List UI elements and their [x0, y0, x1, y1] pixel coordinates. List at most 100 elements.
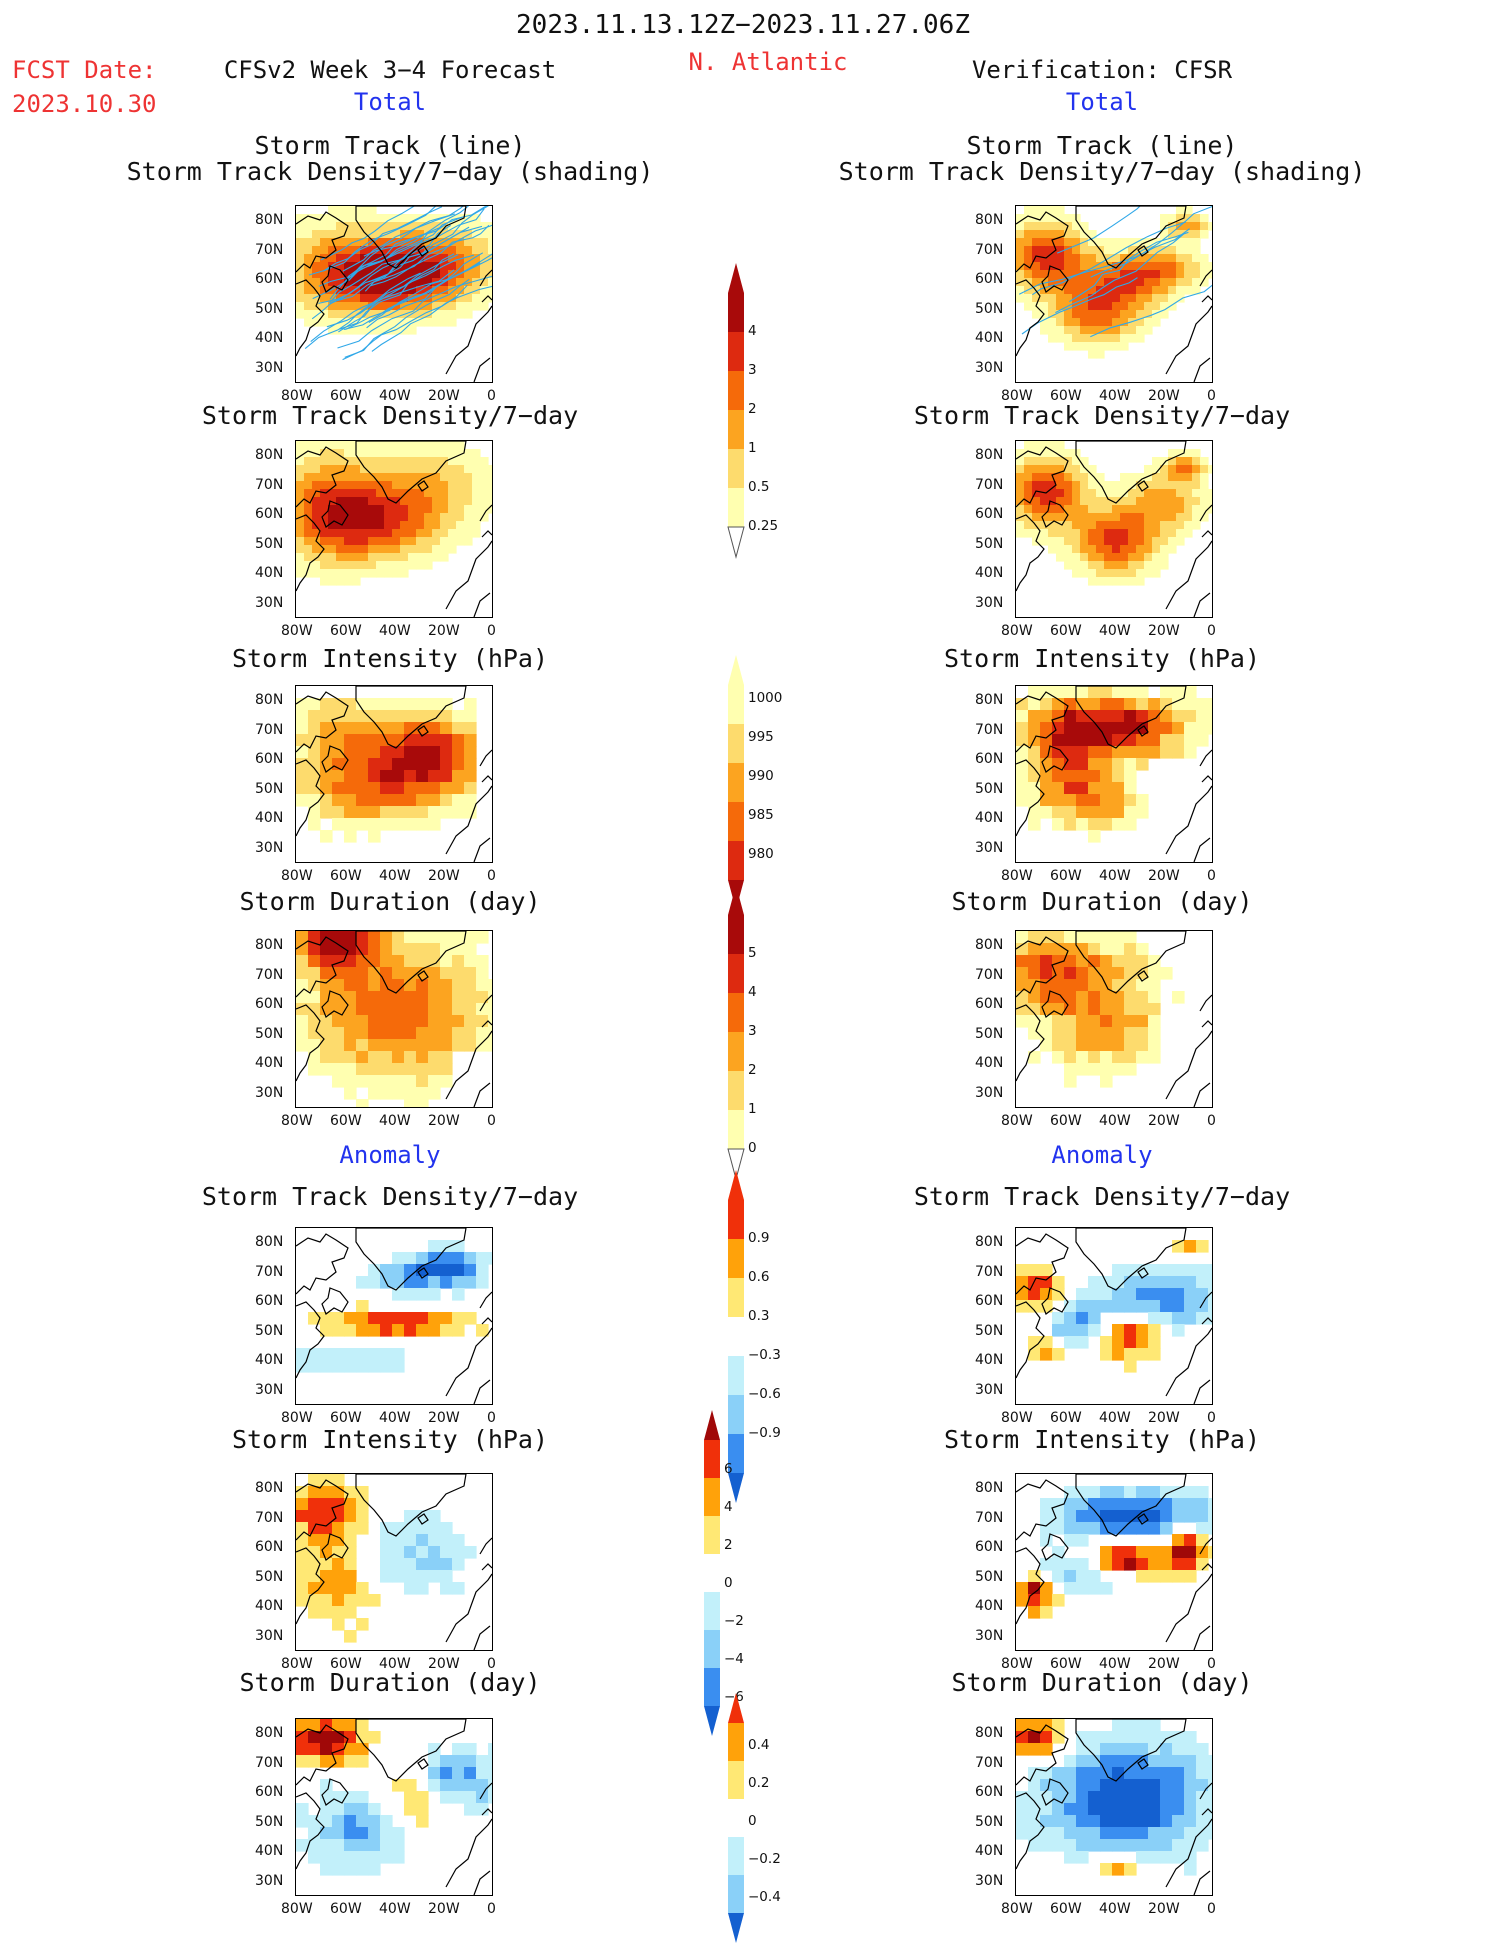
lat-tick-label: 60N: [975, 506, 1004, 522]
lat-tick-label: 80N: [975, 447, 1004, 463]
intensity-total-colorbar-label: 980: [748, 845, 774, 862]
lat-tick-label: 70N: [255, 241, 284, 258]
lat-tick-label: 50N: [255, 1568, 284, 1585]
lat-tick-label: 50N: [975, 1322, 1004, 1339]
left-density-panel-map: [296, 441, 492, 617]
lat-tick-label: 60N: [975, 1784, 1004, 1800]
intensity-anom-colorbar-label: −2: [724, 1613, 744, 1630]
lon-tick-label: 20W: [1148, 868, 1180, 884]
lat-tick-label: 80N: [975, 1480, 1004, 1496]
coastlines: [1016, 206, 1212, 382]
left-track-shading-title: Storm Track Density/7−day (shading): [126, 157, 654, 186]
shading-field: [296, 441, 492, 586]
lon-tick-label: 0: [487, 623, 496, 639]
right-anom-intensity-panel: [1015, 1473, 1213, 1651]
shading-field: [296, 931, 492, 1107]
lon-tick-label: 20W: [428, 623, 460, 639]
left-anom-duration-title: Storm Duration (day): [239, 1668, 541, 1697]
intensity-total-colorbar-label: 1000: [748, 689, 783, 706]
density-anom-colorbar-label: −0.9: [748, 1425, 781, 1441]
shading-field: [296, 698, 477, 843]
lon-tick-label: 80W: [281, 868, 313, 884]
lon-tick-label: 0: [1207, 1656, 1216, 1672]
intensity-total-colorbar-label: 990: [748, 767, 774, 784]
left-duration-title: Storm Duration (day): [239, 887, 541, 916]
lat-tick-label: 80N: [975, 1725, 1004, 1741]
intensity-anom-colorbar-label: −4: [724, 1651, 744, 1668]
anomaly-left-label: Anomaly: [339, 1141, 441, 1169]
right-duration-panel-map: [1016, 931, 1212, 1107]
lon-tick-label: 40W: [1099, 1113, 1131, 1129]
lon-tick-label: 80W: [1001, 1113, 1033, 1129]
lat-tick-label: 30N: [975, 839, 1004, 856]
lon-tick-label: 60W: [330, 388, 362, 404]
lon-tick-label: 40W: [1099, 388, 1131, 404]
lon-tick-label: 60W: [1050, 868, 1082, 884]
lon-tick-label: 0: [487, 388, 496, 404]
right-intensity-panel: [1015, 685, 1213, 863]
duration-total-colorbar-label: 2: [748, 1062, 757, 1078]
lat-tick-label: 80N: [975, 937, 1004, 953]
lon-tick-label: 80W: [1001, 1901, 1033, 1917]
lon-tick-label: 20W: [1148, 1901, 1180, 1917]
lat-tick-label: 40N: [255, 330, 284, 346]
intensity-total-colorbar-label: 985: [748, 806, 774, 823]
lat-tick-label: 30N: [255, 1084, 284, 1101]
lat-tick-label: 50N: [975, 780, 1004, 797]
right-track-line-title: Storm Track (line): [966, 131, 1238, 160]
lon-tick-label: 80W: [281, 1113, 313, 1129]
shading-field: [1016, 931, 1185, 1088]
fcst-label: FCST Date:: [12, 56, 157, 84]
duration-total-colorbar-label: 3: [748, 1023, 757, 1039]
left-intensity-title: Storm Intensity (hPa): [231, 644, 549, 673]
lat-tick-label: 50N: [975, 300, 1004, 317]
lat-tick-label: 50N: [975, 1813, 1004, 1830]
lat-tick-label: 50N: [255, 1813, 284, 1830]
lon-tick-label: 60W: [1050, 623, 1082, 639]
right-density-panel: [1015, 440, 1213, 618]
density-anom-colorbar-label: 0.3: [748, 1308, 770, 1324]
coastlines: [1016, 1474, 1212, 1650]
lon-tick-label: 0: [487, 868, 496, 884]
lat-tick-label: 50N: [255, 780, 284, 797]
density-anom-colorbar-label: 0.9: [748, 1230, 770, 1246]
lon-tick-label: 20W: [428, 868, 460, 884]
lon-tick-label: 0: [487, 1656, 496, 1672]
right-track-panel: [1015, 205, 1213, 383]
lat-tick-label: 50N: [255, 1025, 284, 1042]
lon-tick-label: 80W: [281, 1656, 313, 1672]
coastlines: [296, 931, 492, 1107]
lon-tick-label: 80W: [281, 1410, 313, 1426]
lat-tick-label: 80N: [975, 212, 1004, 228]
left-track-panel-map: [296, 206, 492, 382]
period-title: 2023.11.13.12Z−2023.11.27.06Z: [516, 10, 970, 40]
lat-tick-label: 80N: [255, 937, 284, 953]
lat-tick-label: 80N: [255, 692, 284, 708]
lon-tick-label: 40W: [379, 868, 411, 884]
lat-tick-label: 70N: [975, 1754, 1004, 1771]
storm-track-lines: [304, 206, 492, 361]
lon-tick-label: 40W: [379, 1901, 411, 1917]
coastlines: [1016, 931, 1212, 1107]
intensity-anom-colorbar-label: 4: [724, 1499, 733, 1516]
left-anom-intensity-panel-map: [296, 1474, 492, 1650]
lat-tick-label: 40N: [255, 810, 284, 826]
lon-tick-label: 0: [1207, 1410, 1216, 1426]
region-title: N. Atlantic: [688, 48, 848, 76]
lon-tick-label: 60W: [1050, 1656, 1082, 1672]
lon-tick-label: 0: [487, 1901, 496, 1917]
lon-tick-label: 80W: [1001, 868, 1033, 884]
coastlines: [296, 1719, 492, 1895]
lat-tick-label: 50N: [975, 1568, 1004, 1585]
left-intensity-panel-map: [296, 686, 492, 862]
density-anom-colorbar-label: −0.6: [748, 1386, 781, 1402]
lon-tick-label: 40W: [379, 623, 411, 639]
coastlines: [1016, 1719, 1212, 1895]
density-total-colorbar-label: 3: [748, 362, 757, 378]
coastlines: [296, 686, 492, 862]
lat-tick-label: 80N: [255, 1725, 284, 1741]
left-duration-panel: [295, 930, 493, 1108]
lat-tick-label: 30N: [975, 1627, 1004, 1644]
right-intensity-panel-map: [1016, 686, 1212, 862]
lon-tick-label: 40W: [1099, 868, 1131, 884]
